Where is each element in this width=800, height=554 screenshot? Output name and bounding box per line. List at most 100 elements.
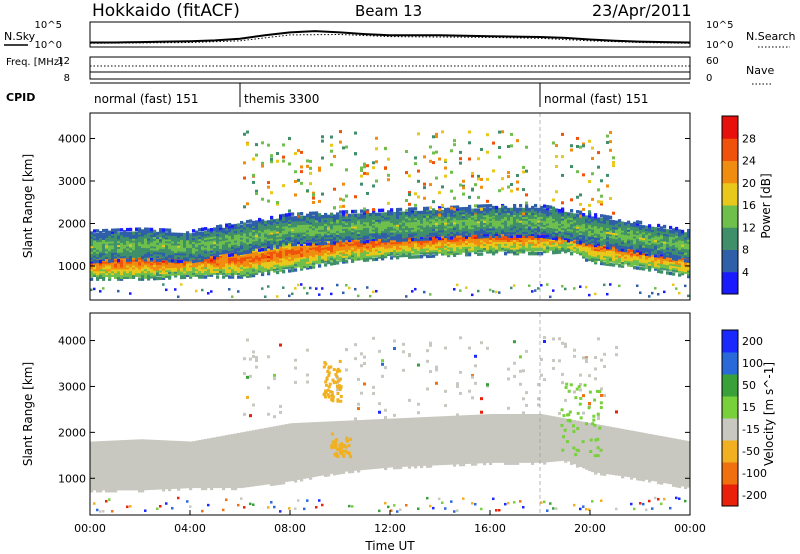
power-cell	[345, 233, 349, 237]
power-cell	[306, 159, 309, 163]
power-cell	[234, 267, 238, 272]
power-cell	[306, 262, 310, 266]
power-cell	[177, 266, 181, 270]
power-cell	[261, 236, 265, 240]
power-cell	[207, 253, 211, 257]
power-cell	[186, 273, 190, 278]
power-cell	[423, 250, 427, 255]
power-cell	[468, 210, 472, 215]
power-cell	[471, 221, 475, 226]
power-cell	[450, 232, 454, 236]
power-cell	[435, 212, 439, 216]
power-cell	[159, 239, 163, 244]
power-cell	[306, 249, 310, 253]
power-cell	[309, 234, 313, 238]
power-cell	[267, 229, 271, 234]
power-cell	[387, 215, 391, 220]
power-cell	[153, 229, 157, 234]
power-cell	[489, 226, 493, 231]
power-cell	[459, 251, 463, 255]
power-cell	[432, 244, 436, 249]
power-cell	[150, 254, 154, 258]
power-cell	[210, 269, 214, 274]
power-cell	[258, 229, 262, 233]
power-cell	[465, 218, 469, 222]
power-cell	[456, 249, 460, 253]
power-cell	[492, 219, 496, 223]
power-cell	[339, 237, 343, 241]
power-cell	[501, 211, 505, 215]
power-cell	[282, 262, 286, 266]
power-cell	[288, 263, 292, 267]
power-cell	[387, 223, 391, 228]
power-cell	[453, 218, 457, 223]
power-cell	[255, 224, 259, 228]
power-cell	[408, 243, 412, 248]
power-cell	[282, 250, 286, 255]
power-cell	[447, 244, 451, 248]
power-cell	[156, 243, 160, 247]
power-cell	[156, 233, 160, 238]
power-cell	[474, 227, 478, 231]
power-cell	[162, 272, 166, 277]
power-cell	[405, 295, 408, 298]
power-cell	[462, 208, 466, 213]
power-cell	[243, 247, 247, 251]
power-cell	[90, 277, 94, 281]
power-cell	[282, 258, 286, 262]
power-cell	[285, 258, 289, 262]
power-cell	[198, 269, 202, 274]
power-cell	[369, 228, 373, 232]
power-cell	[396, 211, 400, 216]
power-cell	[369, 250, 373, 254]
power-cell	[99, 236, 103, 241]
power-cell	[486, 133, 489, 137]
freq-tick-top: 12	[57, 56, 70, 67]
power-cell	[303, 217, 307, 222]
power-cell	[114, 275, 118, 279]
power-cell	[513, 242, 517, 246]
power-cell	[480, 239, 484, 243]
power-cell	[264, 226, 268, 230]
power-cell	[225, 258, 229, 262]
power-cell	[378, 247, 382, 252]
power-cell	[261, 238, 265, 242]
power-cell	[339, 223, 343, 228]
power-cell	[315, 211, 319, 215]
power-cell	[387, 245, 391, 249]
power-cell	[513, 224, 517, 229]
power-cell	[438, 206, 442, 210]
power-cell	[258, 235, 262, 239]
power-cell	[258, 233, 262, 237]
power-cell	[360, 247, 364, 251]
power-cell	[153, 241, 157, 245]
power-cell	[300, 242, 304, 247]
power-cell	[171, 240, 175, 244]
power-cell	[123, 231, 127, 236]
power-cell	[126, 269, 130, 274]
power-cell	[462, 249, 466, 253]
cpid-segments: normal (fast) 151 themis 3300 normal (fast…	[94, 83, 648, 107]
power-cell	[381, 229, 385, 234]
power-cell	[153, 259, 157, 264]
power-cell	[189, 273, 193, 277]
power-cell	[105, 244, 109, 248]
power-cell	[372, 248, 376, 252]
power-cell	[363, 232, 367, 236]
power-cell	[267, 220, 271, 224]
power-cell	[399, 240, 403, 244]
power-cell	[468, 222, 472, 226]
power-cell	[171, 251, 175, 255]
power-cell	[246, 274, 250, 278]
power-cell	[228, 256, 232, 260]
power-cell	[189, 265, 193, 270]
power-cell	[159, 267, 163, 271]
power-cell	[378, 214, 382, 218]
power-cell	[447, 224, 451, 229]
power-cell	[219, 245, 223, 249]
power-cell	[270, 231, 274, 235]
power-cell	[183, 264, 187, 268]
power-cell	[147, 248, 151, 253]
power-cell	[384, 252, 388, 257]
power-cell	[366, 244, 370, 249]
